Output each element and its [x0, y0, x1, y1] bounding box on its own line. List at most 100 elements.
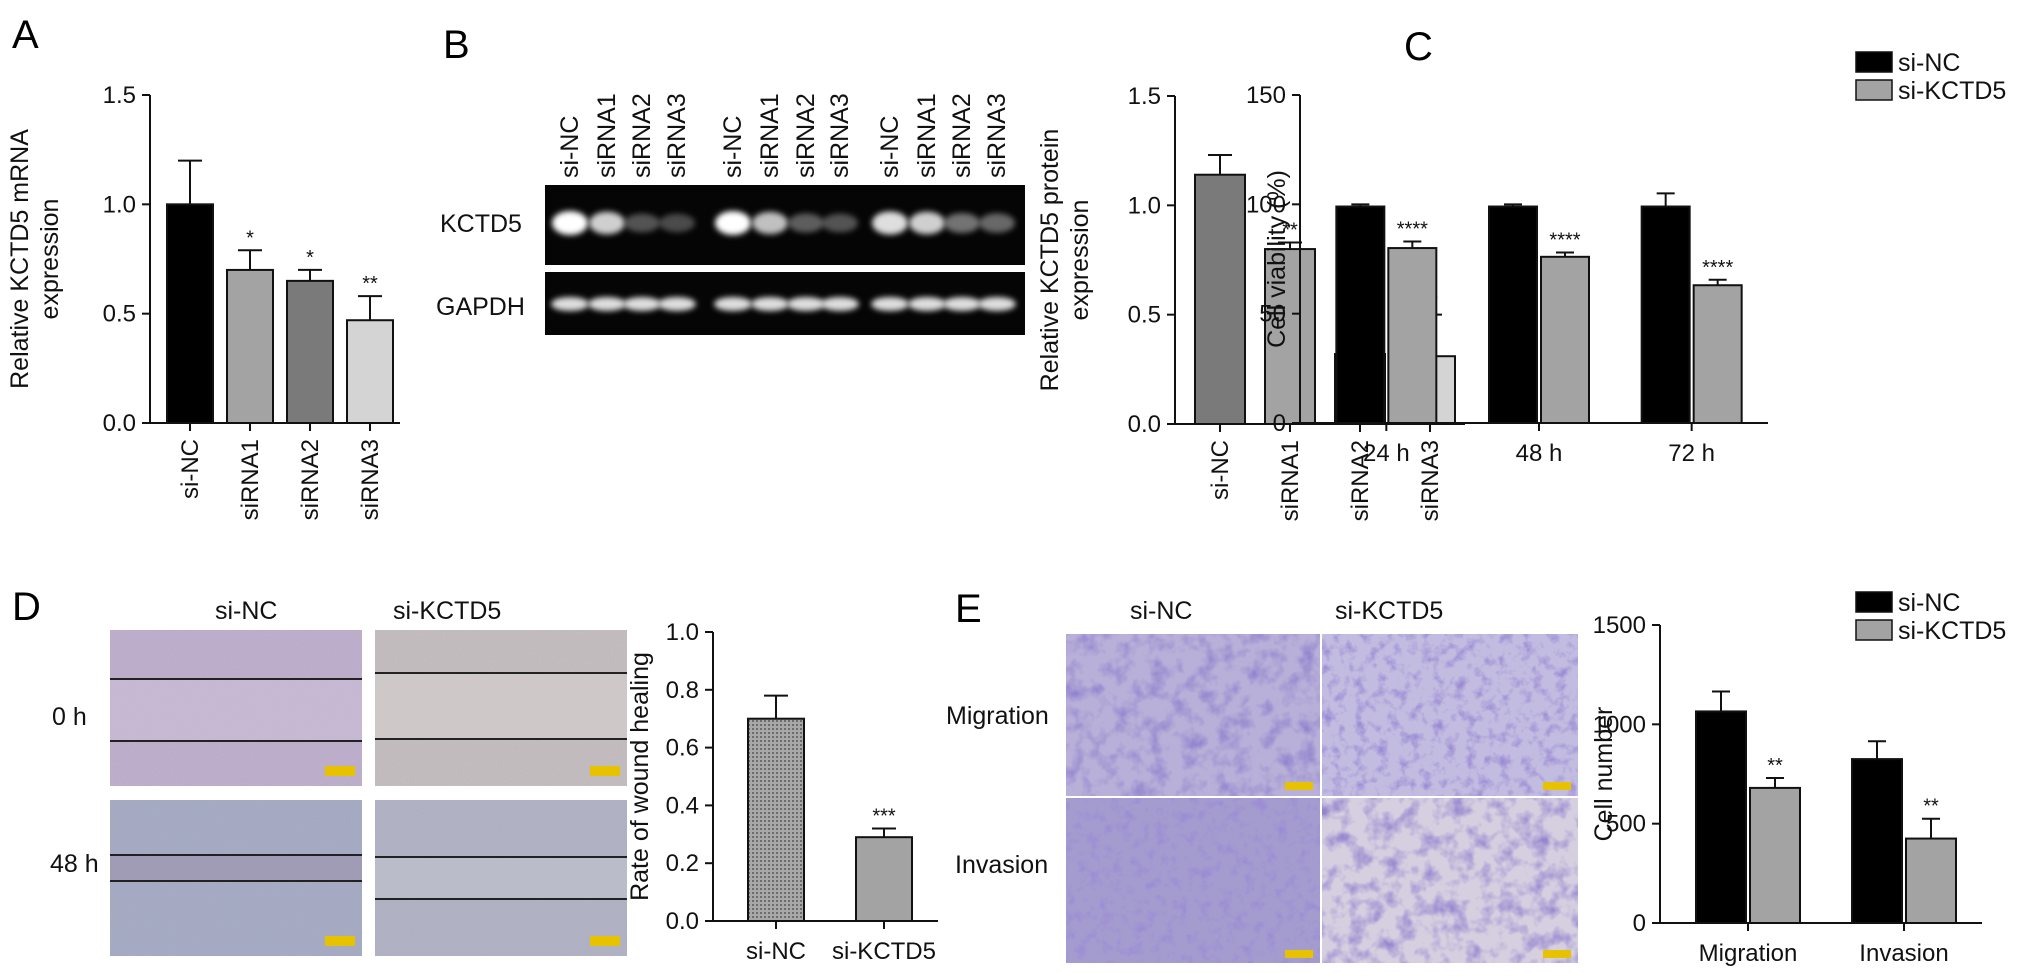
transwell-row-label-invasion: Invasion: [955, 851, 1048, 879]
blot-band-gapdh: [908, 297, 946, 311]
blot-band-gapdh: [821, 297, 859, 311]
y-tick-label: 1.5: [103, 82, 136, 109]
scratch-image-si-kctd5-48h: [375, 800, 627, 956]
legend-swatch-si-KCTD5: [1855, 79, 1893, 101]
bar-si-NC: [747, 717, 805, 923]
y-tick-label: 1.0: [1128, 192, 1161, 219]
legend-swatch-si-NC: [1855, 51, 1893, 73]
x-tick-label: siRNA2: [297, 439, 324, 520]
transwell-image-si-kctd5-migration: [1322, 634, 1578, 796]
bar-si-KCTD5-Invasion: [1905, 837, 1957, 924]
blot-band-kctd5: [944, 213, 980, 233]
panel-letter-c: C: [1404, 25, 1433, 69]
blot-lane-label: siRNA1: [913, 93, 941, 178]
bar-si-KCTD5-Migration: [1749, 786, 1801, 925]
y-axis-title-line: expression: [36, 199, 64, 320]
blot-lane-label: siRNA2: [628, 93, 656, 178]
blot-band-kctd5: [822, 213, 858, 233]
panel-letter-e: E: [955, 587, 982, 631]
y-tick-label: 50: [1259, 301, 1286, 328]
y-tick-label: 1000: [1593, 711, 1646, 738]
transwell-images: si-NC si-KCTD5 Migration Invasion: [946, 597, 1578, 963]
blot-band-kctd5: [788, 213, 824, 233]
y-tick-label: 0: [1633, 910, 1646, 937]
bar-siRNA2: [286, 279, 334, 424]
y-tick-label: 0.0: [103, 410, 136, 437]
blot-band-gapdh: [787, 297, 825, 311]
blot-lane-label: siRNA3: [983, 93, 1011, 178]
x-tick-label: siRNA3: [357, 439, 384, 520]
scratch-col-label-si-kctd5: si-KCTD5: [393, 597, 501, 625]
blot-row-label-kctd5: KCTD5: [440, 210, 522, 238]
blot-band-gapdh: [943, 297, 981, 311]
x-tick-label: si-NC: [1207, 440, 1234, 500]
bar-si-KCTD5-24 h: [1387, 247, 1438, 424]
y-tick-label: 500: [1606, 811, 1646, 838]
chart-e-cell-number: 0 500 1000 1500 Cell number ** Migration ** Inva…: [1590, 589, 2006, 967]
y-tick-label: 1500: [1593, 612, 1646, 639]
legend-label-si-KCTD5: si-KCTD5: [1898, 617, 2006, 645]
y-tick-label: 0.5: [1128, 302, 1161, 329]
significance-marker: **: [1923, 796, 1939, 818]
x-tick-label: siRNA1: [1277, 440, 1304, 521]
x-tick-label: siRNA2: [1347, 440, 1374, 521]
x-tick-label: siRNA1: [237, 439, 264, 520]
bar-siRNA1: [226, 268, 274, 424]
blot-band-kctd5: [552, 211, 588, 235]
bar-si-NC-24 h: [1335, 205, 1386, 424]
transwell-col-label-si-kctd5: si-KCTD5: [1335, 597, 1443, 625]
blot-band-kctd5: [715, 211, 751, 235]
blot-row-label-gapdh: GAPDH: [436, 293, 525, 321]
y-tick-label: 0.2: [666, 850, 699, 877]
legend-label-si-NC: si-NC: [1898, 589, 1961, 617]
scratch-image-si-nc-0h: [110, 630, 362, 786]
x-tick-label: Migration: [1699, 940, 1798, 967]
x-tick-label: Invasion: [1859, 940, 1948, 967]
blot-band-gapdh: [658, 297, 696, 311]
chart-d-wound-healing: 0.0 0.2 0.4 0.6 0.8 1.0 Rate of wound healing s…: [626, 619, 938, 965]
y-tick-label: 1.0: [103, 191, 136, 218]
significance-marker: ****: [1702, 257, 1733, 279]
bar-si-NC-48 h: [1488, 205, 1538, 424]
western-blot: KCTD5 GAPDH si-NC siRNA1 siRNA2 siRNA3 si-NC…: [436, 93, 1025, 335]
blot-lane-label: si-NC: [719, 116, 747, 179]
blot-band-kctd5: [752, 211, 788, 235]
y-axis-title: Cell viability (%): [1263, 170, 1291, 348]
scratch-row-label-48h: 48 h: [50, 850, 99, 878]
bar-si-NC: [166, 203, 214, 424]
y-tick-label: 1.0: [666, 619, 699, 646]
blot-band-kctd5: [589, 211, 625, 235]
scratch-col-label-si-nc: si-NC: [215, 597, 278, 625]
bar-si-NC: [1194, 173, 1246, 425]
bar-siRNA3: [346, 319, 394, 424]
transwell-image-si-nc-invasion: [1066, 798, 1320, 963]
x-tick-label: 48 h: [1516, 440, 1563, 467]
chart-c-cell-viability: 0 50 100 150 Cell viability (%) **** 24 h **** 4…: [1246, 49, 2006, 467]
legend-label-si-NC: si-NC: [1898, 49, 1961, 77]
blot-lane-label: si-NC: [556, 116, 584, 179]
blot-band-kctd5: [979, 213, 1015, 233]
y-tick-label: 0.4: [666, 792, 699, 819]
y-tick-label: 0.0: [666, 908, 699, 935]
bar-si-KCTD5-48 h: [1540, 255, 1590, 424]
x-tick-label: 72 h: [1668, 440, 1715, 467]
blot-band-gapdh: [978, 297, 1016, 311]
y-axis-title-line: Relative KCTD5 protein: [1036, 129, 1064, 392]
transwell-col-label-si-nc: si-NC: [1130, 597, 1193, 625]
blot-band-kctd5: [659, 213, 695, 233]
significance-marker: **: [1282, 220, 1298, 242]
blot-band-gapdh: [751, 297, 789, 311]
panel-letter-b: B: [443, 23, 470, 67]
y-tick-label: 0.6: [666, 735, 699, 762]
blot-band-gapdh: [551, 297, 589, 311]
blot-lane-label: siRNA3: [826, 93, 854, 178]
blot-band-gapdh: [714, 297, 752, 311]
blot-lane-label: siRNA1: [756, 93, 784, 178]
significance-marker: *: [306, 247, 314, 269]
y-axis-title-line: expression: [1066, 200, 1094, 321]
significance-marker: *: [246, 227, 254, 249]
y-tick-label: 0.5: [103, 301, 136, 328]
bar-si-KCTD5-72 h: [1692, 284, 1743, 424]
blot-lane-label: siRNA1: [593, 93, 621, 178]
